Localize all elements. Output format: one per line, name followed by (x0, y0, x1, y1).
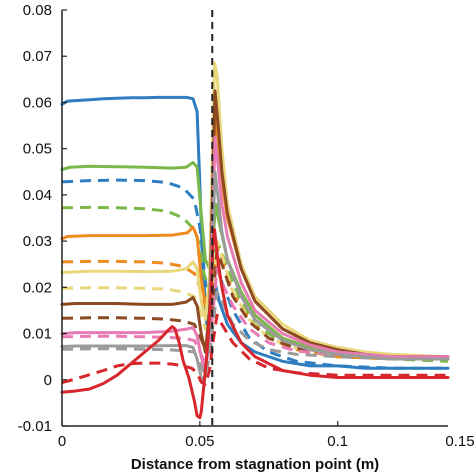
x-tick-label: 0 (58, 433, 66, 450)
series-line-14 (61, 290, 448, 377)
y-tick-label: -0.01 (18, 418, 52, 435)
series-line-15 (60, 228, 450, 420)
y-tick-label: 0.03 (23, 233, 52, 250)
series-line-16 (61, 313, 448, 386)
y-tick-label: 0.04 (23, 187, 52, 204)
series-line-2 (61, 178, 448, 370)
y-tick-label: 0.07 (23, 48, 52, 65)
y-tick-label: 0.05 (23, 141, 52, 158)
y-tick-label: 0.02 (23, 279, 52, 296)
x-tick-label: 0.05 (185, 433, 214, 450)
x-tick-label: 0.1 (327, 433, 348, 450)
axes-layer: -0.01 0 0.01 0.02 0.03 0.04 0.05 0.06 0.07 0.08 0 0… (18, 2, 474, 450)
series-line-12 (61, 267, 448, 366)
y-tick-label: 0.01 (23, 326, 52, 343)
x-axis-title: Distance from stagnation point (m) (131, 456, 379, 473)
y-tick-label: 0.08 (23, 2, 52, 19)
x-tick-label: 0.15 (445, 433, 474, 450)
y-tick-label: 0.06 (23, 94, 52, 111)
y-tick-label: 0 (44, 372, 52, 389)
